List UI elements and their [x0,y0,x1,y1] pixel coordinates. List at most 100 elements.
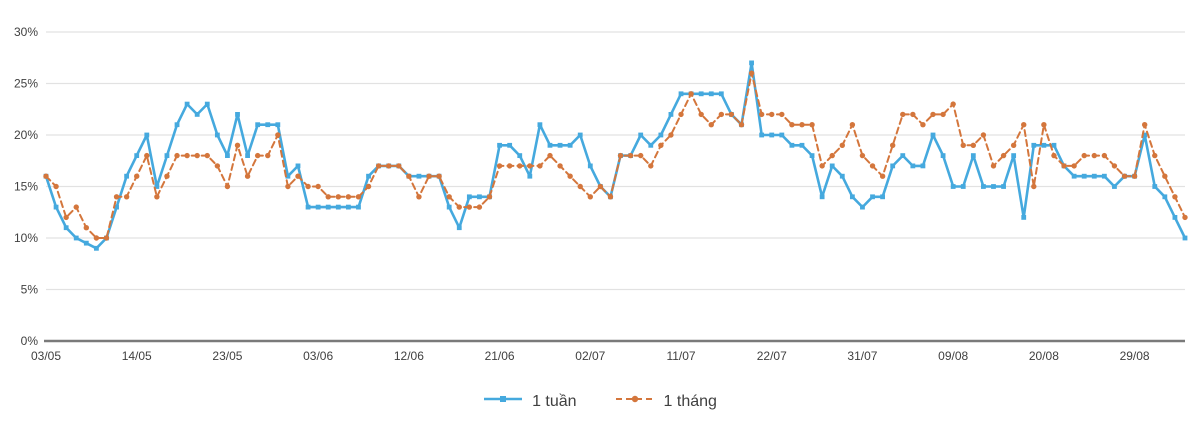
x-tick-label: 02/07 [575,349,605,363]
data-point-marker [860,204,865,210]
data-point-marker [748,70,755,76]
data-point-marker [930,132,936,138]
data-point-marker [507,142,513,148]
data-point-marker [466,194,472,200]
data-point-marker [1061,163,1067,169]
data-point-marker [456,204,462,210]
data-point-marker [547,152,553,159]
data-point-marker [870,194,875,200]
data-point-marker [134,173,140,179]
data-point-marker [1071,163,1077,169]
data-point-marker [1172,194,1178,200]
data-point-marker [1001,184,1006,189]
data-point-marker [809,122,815,128]
data-point-marker [255,122,261,128]
data-point-marker [436,173,442,179]
data-point-marker [103,235,110,241]
data-point-marker [1031,142,1037,148]
data-point-marker [184,152,190,159]
chart-legend: 1 tuần 1 tháng [0,392,1200,411]
data-point-marker [194,152,200,159]
x-tick-label: 22/07 [757,349,787,363]
data-point-marker [144,152,150,159]
data-point-marker [194,112,200,117]
data-point-marker [1000,152,1007,159]
data-point-marker [950,101,956,107]
legend-item-1-tuan[interactable]: 1 tuần [483,392,577,411]
data-point-marker [235,112,240,117]
data-point-marker [164,173,170,179]
data-point-marker [557,142,563,148]
data-point-marker [708,91,714,97]
data-point-marker [1182,214,1188,221]
data-point-marker [718,111,725,118]
data-point-marker [325,204,331,210]
data-point-marker [698,91,704,97]
data-point-marker [567,173,573,179]
data-point-marker [1031,183,1037,190]
data-point-marker [678,111,684,118]
data-point-marker [769,132,775,138]
data-point-marker [43,173,49,179]
data-point-marker [829,163,835,169]
data-point-marker [214,132,220,138]
data-point-marker [1010,142,1017,148]
data-point-marker [1131,173,1138,179]
data-point-marker [396,163,402,169]
data-point-marker [315,204,321,210]
data-point-marker [597,183,604,190]
data-point-marker [1182,235,1188,241]
x-tick-label: 09/08 [938,349,968,363]
data-point-marker [285,183,291,190]
data-point-marker [537,163,543,169]
data-point-marker [567,142,573,148]
y-tick-label: 20% [14,128,38,142]
data-point-marker [648,163,654,169]
data-point-marker [265,122,271,128]
data-point-marker [517,153,523,158]
data-point-marker [204,152,210,159]
data-point-marker [225,153,230,158]
legend-item-1-thang[interactable]: 1 tháng [615,392,717,411]
y-tick-label: 5% [21,283,39,297]
data-point-marker [114,204,119,210]
data-point-marker [406,173,412,179]
data-point-marker [53,183,59,190]
data-point-marker [708,122,714,128]
y-tick-label: 30% [14,25,38,39]
data-point-marker [910,111,916,118]
data-point-marker [668,132,674,138]
data-point-marker [1152,184,1158,189]
data-point-marker [496,163,503,169]
data-point-marker [718,91,724,97]
data-point-marker [477,194,482,200]
data-point-marker [849,194,855,200]
legend-line-sample-month [615,392,655,411]
data-point-marker [1011,153,1017,158]
x-tick-label: 14/05 [122,349,152,363]
data-point-marker [93,245,99,251]
data-point-marker [1081,173,1087,179]
data-point-marker [930,111,936,118]
data-point-marker [738,122,745,128]
data-point-marker [154,194,160,200]
data-point-marker [688,91,694,97]
data-point-marker [1142,132,1148,138]
data-point-marker [123,194,130,200]
data-point-marker [879,173,886,179]
legend-line-sample-week [483,392,523,411]
legend-label-month: 1 tháng [663,392,717,410]
data-point-marker [73,204,79,210]
x-tick-label: 03/06 [303,349,333,363]
data-point-marker [799,122,805,128]
data-point-marker [758,111,765,118]
data-point-marker [950,184,956,189]
data-point-marker [869,163,876,169]
data-point-marker [295,163,301,169]
data-point-marker [315,183,321,190]
data-point-marker [658,132,664,138]
data-point-marker [224,183,231,190]
data-point-marker [386,163,392,169]
data-point-marker [849,122,856,128]
